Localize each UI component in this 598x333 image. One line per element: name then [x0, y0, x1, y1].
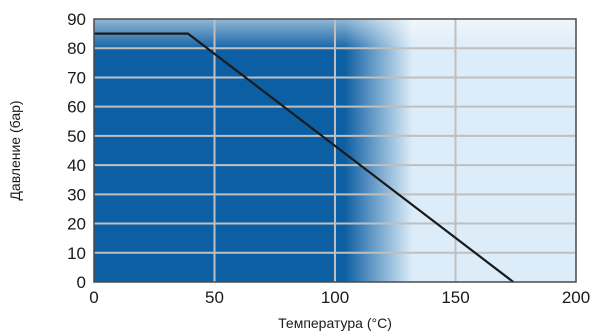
y-tick-label: 30 [67, 185, 86, 204]
x-tick-label: 0 [89, 288, 98, 307]
y-tick-label: 90 [67, 10, 86, 29]
y-tick-label: 0 [77, 273, 86, 292]
y-tick-label: 40 [67, 156, 86, 175]
plot-frame [93, 18, 577, 283]
y-tick-label: 80 [67, 39, 86, 58]
y-tick-label: 20 [67, 215, 86, 234]
x-tick-label: 100 [321, 288, 349, 307]
x-tick-label: 200 [562, 288, 590, 307]
grid-lines [94, 19, 576, 282]
x-tick-label: 150 [441, 288, 469, 307]
x-axis-label: Температура (°C) [278, 315, 392, 331]
y-axis-label: Давление (бар) [7, 100, 23, 200]
y-tick-label: 50 [67, 127, 86, 146]
plot-area [93, 18, 577, 283]
y-tick-label: 10 [67, 244, 86, 263]
y-tick-label: 60 [67, 98, 86, 117]
y-tick-labels: 0 10 20 30 40 50 60 70 80 90 [67, 10, 86, 292]
x-tick-label: 50 [205, 288, 224, 307]
x-tick-labels: 0 50 100 150 200 [89, 288, 590, 307]
y-tick-label: 70 [67, 68, 86, 87]
series-line [94, 32, 515, 283]
